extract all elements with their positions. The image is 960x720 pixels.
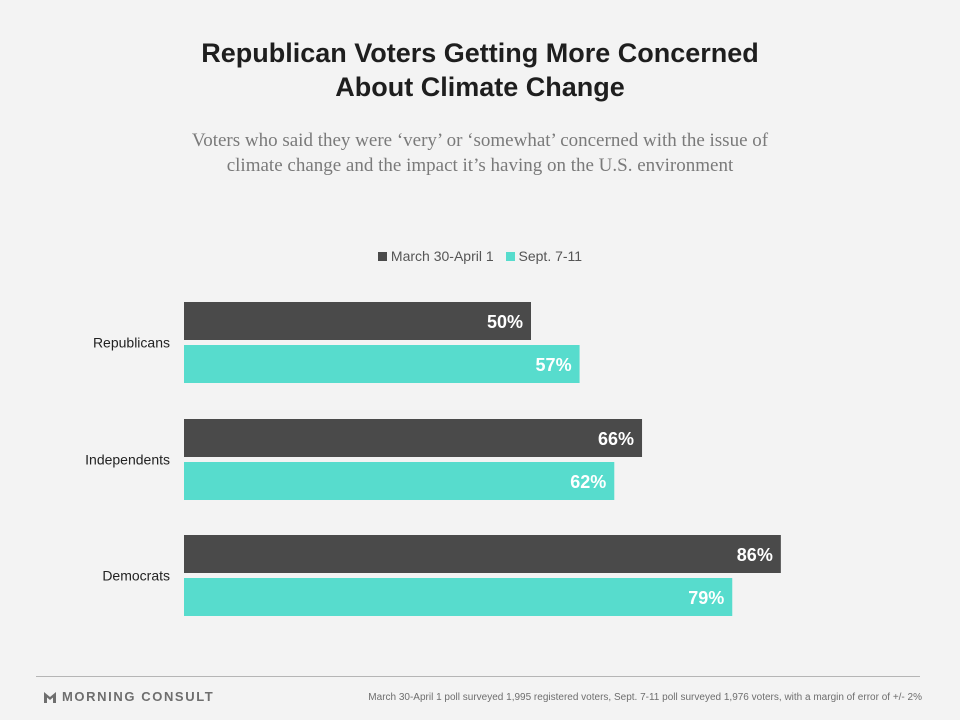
category-label-republicans: Republicans (93, 335, 170, 351)
data-label-democrats-sept: 79% (688, 588, 724, 608)
chart-title-line-1: Republican Voters Getting More Concerned (201, 38, 759, 68)
chart-subtitle-line-2: climate change and the impact it’s havin… (226, 155, 734, 176)
bar-republicans-march (184, 302, 531, 340)
data-label-independents-march: 66% (598, 429, 634, 449)
category-label-democrats: Democrats (102, 568, 170, 584)
legend-label-sept: Sept. 7-11 (518, 248, 583, 264)
chart-title: Republican Voters Getting More Concerned… (0, 36, 960, 104)
morning-consult-icon (44, 692, 56, 703)
legend-swatch-sept (505, 252, 515, 261)
chart-title-line-2: About Climate Change (335, 72, 625, 102)
category-label-independents: Independents (85, 452, 170, 468)
data-label-independents-sept: 62% (570, 472, 606, 492)
chart-subtitle: Voters who said they were ‘very’ or ‘som… (100, 128, 860, 178)
brand-logo: MORNING CONSULT (44, 689, 214, 704)
footer-divider (36, 676, 920, 677)
chart-subtitle-line-1: Voters who said they were ‘very’ or ‘som… (191, 130, 769, 151)
bar-democrats-sept (184, 578, 733, 616)
chart-legend: March 30-April 1 Sept. 7-11 (0, 248, 960, 264)
legend-item-march: March 30-April 1 (377, 248, 494, 264)
legend-swatch-march (377, 252, 387, 261)
bar-independents-march (184, 419, 643, 457)
bar-democrats-march (184, 535, 781, 573)
legend-item-sept: Sept. 7-11 (505, 248, 583, 264)
bar-independents-sept (184, 462, 615, 500)
legend-label-march: March 30-April 1 (390, 248, 494, 264)
bar-chart: Republicans 50% 57% Independents 66% 62% Democ… (85, 302, 781, 616)
footnote: March 30-April 1 poll surveyed 1,995 reg… (368, 692, 922, 703)
bar-republicans-sept (184, 345, 580, 383)
data-label-republicans-sept: 57% (536, 355, 572, 375)
data-label-republicans-march: 50% (487, 312, 523, 332)
data-label-democrats-march: 86% (737, 545, 773, 565)
brand-name: MORNING CONSULT (62, 689, 215, 704)
